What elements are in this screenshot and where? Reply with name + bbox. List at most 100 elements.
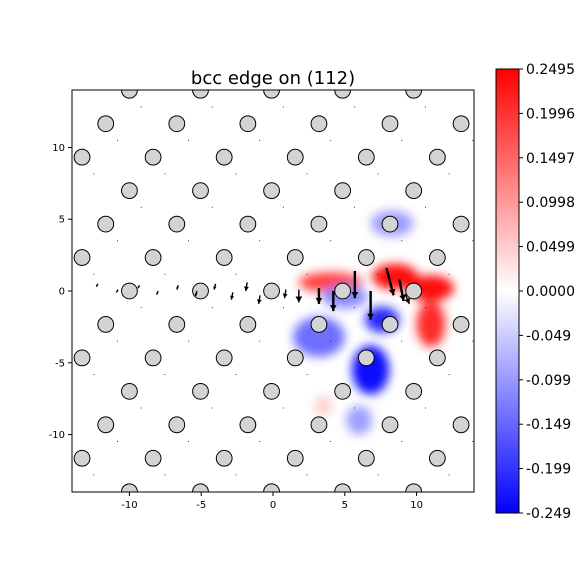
quiver-dot	[448, 173, 450, 175]
x-tick-label: -5	[196, 500, 206, 511]
quiver-dot	[211, 106, 213, 108]
atom	[215, 249, 233, 266]
quiver-dot	[472, 440, 474, 442]
quiver-dot	[259, 139, 261, 141]
atom	[263, 282, 280, 300]
y-tick-label: 0	[59, 287, 65, 298]
quiver-dot	[306, 273, 308, 275]
colorbar-tick-label: -0.149	[526, 417, 571, 433]
quiver-dot	[164, 173, 166, 175]
y-tick-label: 10	[52, 143, 65, 154]
strain-blob	[314, 395, 332, 416]
quiver-dot	[140, 407, 142, 409]
arrow-head	[156, 292, 159, 295]
atom	[310, 416, 328, 434]
quiver-dot	[211, 206, 213, 208]
atom	[73, 449, 91, 467]
atom	[263, 182, 280, 200]
quiver-dot	[424, 407, 426, 409]
quiver-dot	[424, 106, 426, 108]
quiver-dot	[520, 73, 521, 74]
quiver-dot	[93, 474, 95, 476]
quiver-dot	[282, 407, 284, 409]
atom	[405, 182, 423, 200]
quiver-dot	[140, 206, 142, 208]
colorbar-tick-label: -0.099	[526, 373, 571, 389]
quiver-dot	[211, 307, 213, 309]
y-axis-ticks: 10 5 0 -5 -10	[49, 143, 72, 441]
quiver-dot	[377, 474, 379, 476]
atom	[310, 316, 328, 333]
arrow-head	[295, 296, 303, 303]
quiver-dot	[306, 374, 308, 376]
quiver-dot	[164, 273, 166, 275]
atom	[477, 484, 493, 500]
atom	[50, 383, 66, 399]
quiver-dot	[353, 407, 355, 409]
quiver-dot	[401, 139, 403, 141]
chart-title: bcc edge on (112)	[191, 68, 355, 89]
atom	[97, 416, 115, 434]
arrow-head	[282, 293, 288, 299]
atom	[50, 484, 66, 500]
quiver-dot	[117, 240, 119, 242]
atom	[286, 449, 304, 467]
atom	[477, 183, 493, 199]
atom-lattice	[50, 73, 521, 500]
quiver-dot	[401, 440, 403, 442]
strain-blob	[346, 405, 373, 435]
quiver-dot	[282, 106, 284, 108]
atom	[357, 349, 375, 367]
atom	[192, 282, 209, 300]
atom	[405, 282, 423, 300]
atom	[121, 382, 138, 400]
quiver-dot	[520, 474, 521, 475]
atom	[73, 148, 91, 166]
atom	[144, 449, 162, 467]
quiver-dot	[117, 340, 119, 342]
atom	[192, 182, 209, 200]
atom	[477, 383, 493, 399]
atom	[239, 416, 257, 434]
quiver-dot	[330, 440, 332, 442]
atom	[428, 449, 446, 467]
quiver-dot	[472, 340, 474, 342]
atom	[239, 316, 257, 333]
atom	[452, 416, 470, 434]
atom	[144, 148, 162, 166]
quiver-dot	[472, 139, 474, 141]
atom	[428, 249, 446, 266]
colorbar-tick-label: -0.199	[526, 462, 571, 478]
quiver-dot	[520, 374, 521, 375]
atom	[192, 382, 209, 400]
quiver-dot	[188, 340, 190, 342]
atom	[73, 349, 91, 367]
quiver-dot	[401, 340, 403, 342]
atom	[477, 82, 493, 98]
arrow-head	[96, 284, 98, 287]
quiver-dot	[306, 474, 308, 476]
quiver-dot	[259, 440, 261, 442]
quiver-dot	[282, 206, 284, 208]
quiver-dot	[424, 206, 426, 208]
atom	[381, 115, 399, 133]
atom	[215, 349, 233, 367]
atom	[357, 148, 375, 166]
atom	[286, 349, 304, 367]
y-tick-label: -5	[55, 358, 65, 369]
quiver-dot	[259, 240, 261, 242]
quiver-dot	[353, 307, 355, 309]
strain-blob	[293, 316, 345, 358]
arrow-head	[330, 305, 337, 312]
quiver-dot	[282, 307, 284, 309]
colorbar-tick-label: 0.1497	[526, 151, 575, 167]
arrow-head	[194, 293, 198, 297]
quiver-dot	[164, 73, 165, 74]
atom	[286, 249, 304, 266]
atom	[357, 449, 375, 467]
quiver-dot	[448, 374, 450, 376]
atom	[286, 148, 304, 166]
atom	[381, 416, 399, 434]
arrow-head	[404, 297, 411, 304]
